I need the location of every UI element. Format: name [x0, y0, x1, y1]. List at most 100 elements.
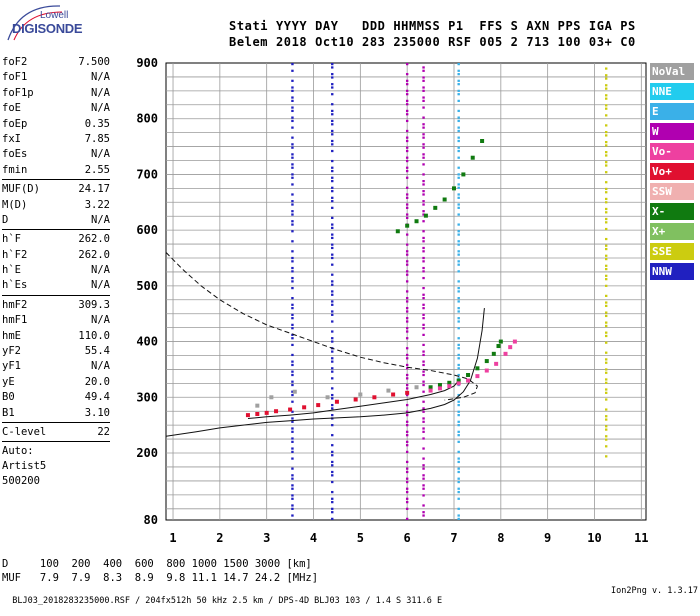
- x-tick-label: 9: [544, 531, 551, 545]
- interference-mark: [291, 260, 294, 263]
- x-tick-label: 3: [263, 531, 270, 545]
- interference-mark: [331, 280, 334, 283]
- interference-mark: [422, 350, 425, 353]
- param-label: yF2: [2, 345, 21, 358]
- legend-item: SSW: [650, 183, 694, 200]
- param-value: 2.55: [84, 163, 110, 176]
- x-tick-label: 2: [216, 531, 223, 545]
- interference-mark: [331, 320, 334, 323]
- interference-mark: [457, 517, 460, 520]
- interference-mark: [457, 373, 460, 377]
- interference-mark: [422, 286, 425, 290]
- interference-mark: [331, 190, 334, 193]
- interference-mark: [331, 176, 334, 179]
- interference-mark: [422, 133, 425, 136]
- echo-point: [456, 378, 461, 383]
- interference-mark: [405, 347, 409, 350]
- param-label: hmF1: [2, 314, 28, 327]
- x-tick-label: 11: [634, 531, 648, 545]
- interference-mark: [291, 223, 294, 226]
- muf-row: MUF 7.9 7.9 8.3 8.9 9.8 11.1 14.7 24.2 […: [2, 572, 319, 584]
- interference-mark: [422, 373, 425, 377]
- echo-point: [264, 410, 269, 415]
- interference-mark: [291, 390, 294, 393]
- interference-mark: [291, 457, 294, 460]
- interference-mark: [291, 393, 294, 397]
- interference-mark: [604, 311, 608, 314]
- interference-mark: [291, 119, 294, 123]
- interference-mark: [331, 350, 334, 353]
- param-row: fmin 2.55: [2, 163, 110, 178]
- interference-mark: [422, 297, 425, 300]
- interference-mark: [422, 143, 425, 146]
- interference-mark: [457, 280, 460, 283]
- interference-mark: [457, 93, 460, 96]
- interference-mark: [422, 203, 425, 206]
- x-tick-label: 10: [587, 531, 601, 545]
- interference-mark: [331, 129, 334, 133]
- interference-mark: [331, 501, 334, 504]
- interference-mark: [457, 430, 460, 433]
- param-row: h`E N/A: [2, 263, 110, 278]
- interference-mark: [405, 109, 409, 113]
- distance-muf-table: D 100 200 400 600 800 1000 1500 3000 [km…: [2, 557, 318, 585]
- interference-mark: [457, 136, 460, 139]
- interference-mark: [291, 440, 294, 443]
- interference-mark: [405, 357, 409, 360]
- interference-mark: [604, 294, 608, 297]
- interference-mark: [422, 323, 425, 326]
- interference-mark: [604, 191, 608, 194]
- param-label: M(D): [2, 198, 28, 211]
- digisonde-logo: Lowell DIGISONDE: [0, 0, 83, 48]
- interference-mark: [331, 119, 334, 123]
- interference-mark: [405, 270, 409, 273]
- interference-mark: [331, 360, 334, 363]
- param-separator: [2, 229, 110, 231]
- interference-mark: [457, 467, 460, 470]
- echo-point: [334, 399, 339, 404]
- param-value: N/A: [91, 86, 110, 99]
- interference-mark: [405, 444, 409, 447]
- interference-mark: [405, 186, 409, 189]
- interference-mark: [291, 383, 294, 387]
- interference-mark: [422, 383, 425, 387]
- interference-mark: [604, 130, 608, 134]
- interference-mark: [331, 313, 334, 316]
- interference-mark: [331, 337, 334, 340]
- param-row: D N/A: [2, 213, 110, 228]
- param-value: N/A: [91, 213, 110, 226]
- interference-mark: [331, 246, 334, 250]
- interference-mark: [291, 400, 294, 403]
- interference-mark: [291, 427, 294, 430]
- interference-mark: [405, 93, 409, 96]
- interference-mark: [291, 266, 294, 270]
- param-row: hmF1 N/A: [2, 313, 110, 328]
- y-tick-label: 500: [136, 279, 158, 293]
- interference-mark: [291, 487, 294, 490]
- interference-mark: [604, 408, 608, 411]
- interference-mark: [405, 119, 409, 123]
- interference-mark: [291, 363, 294, 367]
- interference-mark: [422, 380, 425, 383]
- interference-mark: [405, 83, 409, 86]
- interference-mark: [291, 360, 294, 363]
- interference-mark: [405, 337, 409, 340]
- interference-mark: [457, 310, 460, 313]
- echo-point: [491, 351, 496, 356]
- ionogram-chart: 1 2 3 4 5 6 7 8 9 10 11 80 200 300 400 500 600 700 800 900: [136, 56, 648, 545]
- interference-mark: [331, 66, 334, 69]
- param-value: 0.35: [84, 117, 110, 130]
- interference-mark: [457, 166, 460, 169]
- interference-mark: [422, 230, 425, 233]
- interference-mark: [331, 216, 334, 219]
- interference-mark: [457, 514, 460, 517]
- interference-mark: [457, 116, 460, 119]
- interference-mark: [291, 417, 294, 420]
- y-tick-label: 700: [136, 167, 158, 181]
- interference-mark: [422, 504, 425, 507]
- interference-mark: [331, 454, 334, 457]
- interference-mark: [604, 428, 608, 431]
- interference-mark: [405, 434, 409, 437]
- interference-mark: [457, 420, 460, 423]
- interference-mark: [457, 403, 460, 407]
